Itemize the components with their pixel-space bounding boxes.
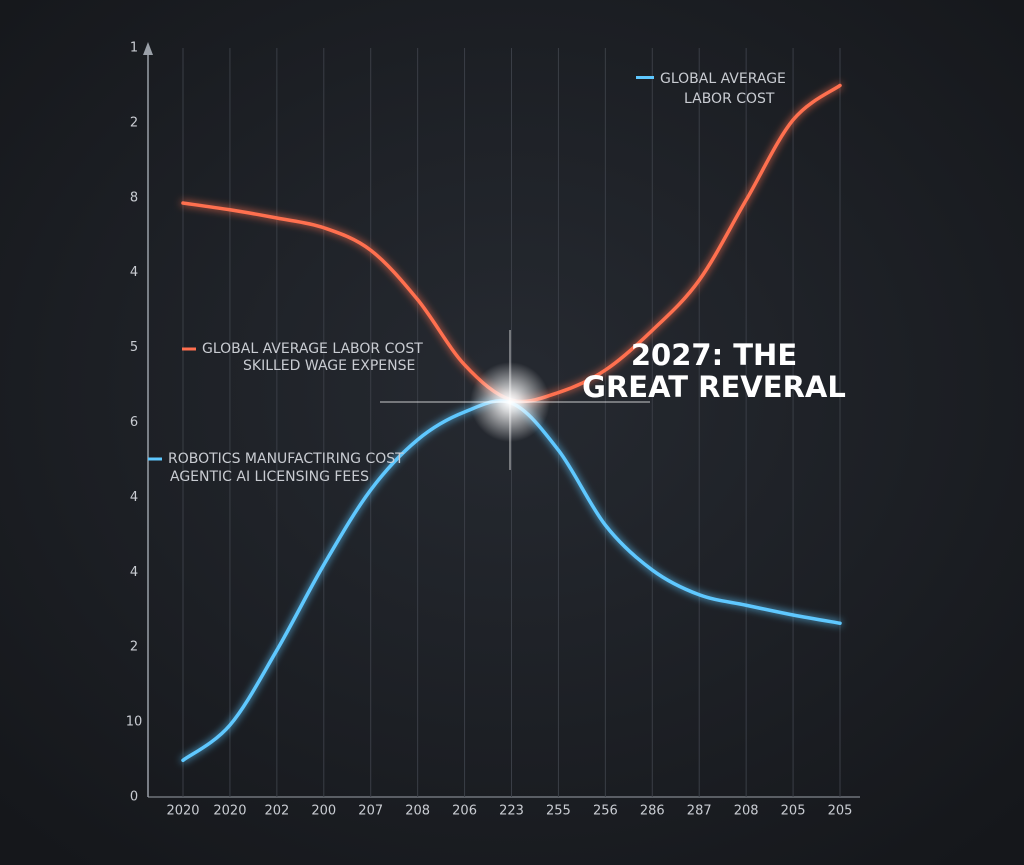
- glow-star: [470, 362, 550, 442]
- y-tick-label: 4: [130, 265, 138, 280]
- x-tick-label: 255: [546, 804, 571, 819]
- y-tick-label: 4: [130, 565, 138, 580]
- legend-text: GLOBAL AVERAGE LABOR COST: [202, 341, 423, 357]
- x-tick-label: 208: [734, 804, 759, 819]
- y-tick-label: 6: [130, 415, 138, 430]
- headline: GREAT REVERAL: [582, 370, 846, 404]
- x-tick-label: 256: [593, 804, 618, 819]
- x-tick-label: 202: [264, 804, 289, 819]
- legend-swatch: [148, 457, 162, 461]
- x-tick-label: 286: [640, 804, 665, 819]
- x-tick-label: 206: [452, 804, 477, 819]
- y-tick-label: 4: [130, 490, 138, 505]
- y-tick-label: 8: [130, 190, 138, 205]
- y-tick-label: 2: [130, 640, 138, 655]
- y-axis-arrow: [143, 42, 153, 55]
- x-tick-label: 2020: [213, 804, 246, 819]
- x-tick-label: 205: [781, 804, 806, 819]
- legend-text: LABOR COST: [684, 91, 775, 107]
- headline: 2027: THE: [631, 338, 797, 372]
- x-tick-label: 287: [687, 804, 712, 819]
- legend-subtext: AGENTIC AI LICENSING FEES: [170, 469, 369, 485]
- x-tick-label: 200: [311, 804, 336, 819]
- y-tick-label: 1: [130, 41, 138, 56]
- x-tick-label: 2020: [166, 804, 199, 819]
- x-tick-label: 223: [499, 804, 524, 819]
- legend-text: ROBOTICS MANUFACTIRING COST: [168, 451, 404, 467]
- legend-text: GLOBAL AVERAGE: [660, 71, 786, 87]
- y-tick-label: 5: [130, 340, 138, 355]
- legend-subtext: SKILLED WAGE EXPENSE: [243, 358, 415, 374]
- y-tick-label: 0: [130, 790, 138, 805]
- legend-swatch: [182, 347, 196, 351]
- y-tick-label: 10: [126, 715, 143, 730]
- x-tick-label: 208: [405, 804, 430, 819]
- x-tick-label: 207: [358, 804, 383, 819]
- y-tick-label: 2: [130, 115, 138, 130]
- x-tick-label: 205: [828, 804, 853, 819]
- legend-swatch: [636, 76, 654, 79]
